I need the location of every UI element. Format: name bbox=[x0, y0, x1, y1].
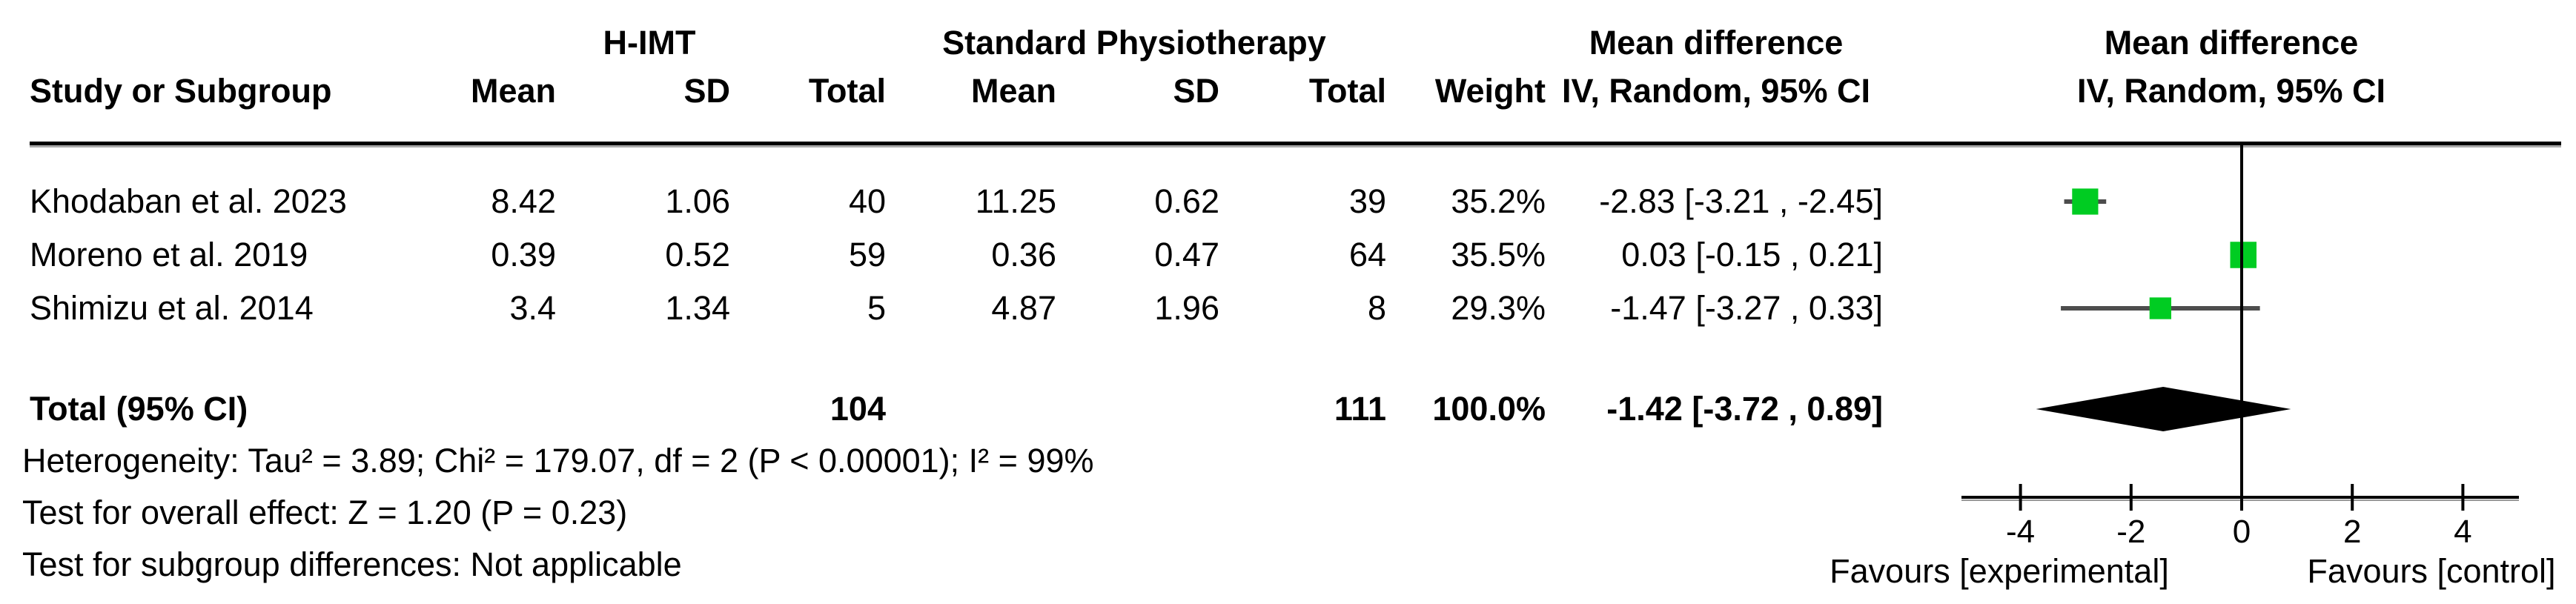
column-header-weight: Weight bbox=[1434, 72, 1546, 110]
mean-control: 11.25 bbox=[975, 182, 1056, 220]
total-row-n-experimental: 104 bbox=[830, 390, 886, 428]
column-header-sd-1: SD bbox=[683, 72, 730, 110]
weight-value: 35.5% bbox=[1451, 236, 1546, 273]
total-control: 64 bbox=[1348, 236, 1386, 273]
pooled-effect-diamond bbox=[2036, 387, 2291, 431]
axis-tick-label: 2 bbox=[2342, 514, 2362, 550]
mean-experimental: 0.39 bbox=[491, 236, 556, 273]
study-point-square bbox=[2149, 297, 2171, 319]
axis-tick-label: -2 bbox=[2116, 514, 2146, 550]
column-header-mean-2: Mean bbox=[970, 72, 1056, 110]
plot-column-title: Mean difference bbox=[2104, 24, 2359, 62]
effect-ci-value: -2.83 [-3.21 , -2.45] bbox=[1599, 182, 1883, 220]
sd-experimental: 1.06 bbox=[665, 182, 730, 220]
column-header-total-2: Total bbox=[1308, 72, 1386, 110]
group-header-experimental: H-IMT bbox=[603, 24, 696, 62]
mean-experimental: 3.4 bbox=[509, 289, 556, 327]
effect-ci-value: 0.03 [-0.15 , 0.21] bbox=[1621, 236, 1883, 273]
column-header-study: Study or Subgroup bbox=[30, 72, 332, 110]
total-experimental: 5 bbox=[867, 289, 886, 327]
overall-effect-note: Test for overall effect: Z = 1.20 (P = 0… bbox=[22, 494, 628, 531]
group-header-control: Standard Physiotherapy bbox=[942, 24, 1326, 62]
total-row-weight: 100.0% bbox=[1432, 390, 1546, 428]
study-name: Khodaban et al. 2023 bbox=[30, 182, 347, 220]
column-header-total-1: Total bbox=[808, 72, 886, 110]
column-header-mean-1: Mean bbox=[470, 72, 556, 110]
mean-control: 4.87 bbox=[991, 289, 1056, 327]
weight-value: 35.2% bbox=[1451, 182, 1546, 220]
study-point-square bbox=[2230, 242, 2257, 268]
axis-tick-label: -4 bbox=[2006, 514, 2036, 550]
study-point-square bbox=[2072, 188, 2099, 215]
total-row-effect-ci: -1.42 [-3.72 , 0.89] bbox=[1606, 390, 1883, 428]
weight-value: 29.3% bbox=[1451, 289, 1546, 327]
axis-tick-label: 4 bbox=[2454, 514, 2472, 550]
heterogeneity-note: Heterogeneity: Tau² = 3.89; Chi² = 179.0… bbox=[22, 442, 1094, 479]
total-experimental: 40 bbox=[848, 182, 886, 220]
total-experimental: 59 bbox=[848, 236, 886, 273]
column-header-sd-2: SD bbox=[1173, 72, 1219, 110]
effect-ci-value: -1.47 [-3.27 , 0.33] bbox=[1610, 289, 1883, 327]
sd-experimental: 0.52 bbox=[665, 236, 730, 273]
column-header-effect-ci: IV, Random, 95% CI bbox=[1562, 72, 1870, 110]
sd-control: 0.47 bbox=[1154, 236, 1219, 273]
study-name: Moreno et al. 2019 bbox=[30, 236, 308, 273]
total-row-label: Total (95% CI) bbox=[30, 390, 248, 428]
total-control: 8 bbox=[1367, 289, 1386, 327]
study-name: Shimizu et al. 2014 bbox=[30, 289, 314, 327]
axis-tick-label: 0 bbox=[2232, 514, 2251, 550]
effect-column-title: Mean difference bbox=[1589, 24, 1844, 62]
favours-control-label: Favours [control] bbox=[2307, 552, 2556, 590]
total-row-n-control: 111 bbox=[1334, 390, 1386, 428]
sd-control: 1.96 bbox=[1154, 289, 1219, 327]
subgroup-difference-note: Test for subgroup differences: Not appli… bbox=[22, 545, 682, 583]
total-control: 39 bbox=[1348, 182, 1386, 220]
mean-experimental: 8.42 bbox=[491, 182, 556, 220]
sd-control: 0.62 bbox=[1154, 182, 1219, 220]
column-header-plot-ci: IV, Random, 95% CI bbox=[2077, 72, 2385, 110]
mean-control: 0.36 bbox=[991, 236, 1056, 273]
favours-experimental-label: Favours [experimental] bbox=[1830, 552, 2169, 590]
sd-experimental: 1.34 bbox=[665, 289, 730, 327]
header-divider bbox=[30, 142, 2561, 145]
